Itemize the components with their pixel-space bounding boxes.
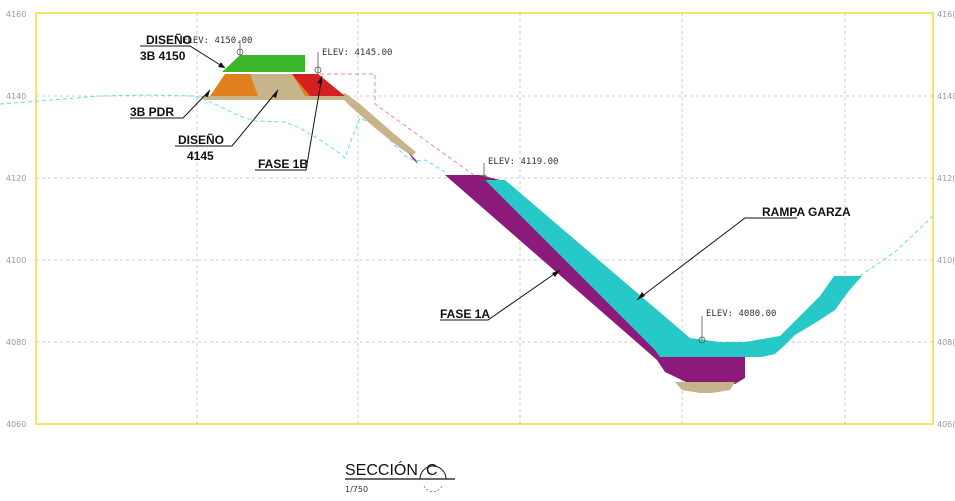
upper-slope-purple-tip <box>408 152 418 164</box>
label-diseno-4145-line1: DISEÑO <box>178 132 224 147</box>
arrowhead-fase-1a <box>552 270 560 277</box>
tick-left-4140: 4140 <box>6 92 26 101</box>
tick-left-4060: 4060 <box>6 420 26 429</box>
callout-line-fase-1b <box>255 75 323 171</box>
upper-slope-band <box>340 93 416 156</box>
red-layer-fase-1b <box>292 74 345 96</box>
arrowhead-diseno-4145 <box>272 90 278 98</box>
bottom-tan-layer <box>675 382 735 393</box>
label-diseno-3b-4150-line1: DISEÑO <box>146 32 192 47</box>
callout-line-diseno-4145 <box>175 89 279 147</box>
phase-outline-line <box>320 73 476 177</box>
tick-right-4100: 410( <box>937 256 955 265</box>
label-rampa-garza: RAMPA GARZA <box>762 205 851 219</box>
tick-left-4080: 4080 <box>6 338 26 347</box>
elev-4145-label: ELEV: 4145.00 <box>322 48 392 58</box>
elev-4080-marker <box>698 336 706 344</box>
tick-right-4120: 412( <box>937 174 955 183</box>
tick-right-4060: 406( <box>937 420 955 429</box>
elev-4145-marker <box>314 66 322 74</box>
callout-line-rampa-garza <box>636 217 797 301</box>
elev-4080-label: ELEV: 4080.00 <box>706 309 776 319</box>
cyan-layer-rampa-garza <box>485 180 862 357</box>
tan-layer-diseno-4145 <box>250 74 305 96</box>
tick-left-4160: 4160 <box>6 10 26 19</box>
tick-left-4100: 4100 <box>6 256 26 265</box>
tick-right-4160: 416( <box>937 10 955 19</box>
section-scale: 1/750 <box>345 485 368 494</box>
callout-line-fase-1a <box>440 269 561 321</box>
callout-line-diseno-3b-4150 <box>140 45 226 69</box>
tick-left-4120: 4120 <box>6 174 26 183</box>
platform-base-layer <box>200 96 350 100</box>
section-callout-circle-top <box>419 465 447 480</box>
purple-layer-fase-1a <box>445 175 745 384</box>
elev-4150-marker <box>236 48 244 56</box>
tick-right-4080: 408( <box>937 338 955 347</box>
arrowhead-diseno-3b-4150 <box>218 62 225 68</box>
arrowhead-rampa-garza <box>637 292 645 300</box>
elev-4119-marker <box>480 174 488 182</box>
elev-4119-label: ELEV: 4119.00 <box>488 157 558 167</box>
arrowhead-3b-pdr <box>204 90 210 97</box>
drawing-frame <box>35 12 934 425</box>
section-letter: C <box>426 462 438 479</box>
green-layer-diseno-3b-4150 <box>222 55 305 72</box>
section-title: SECCIÓN <box>345 460 418 479</box>
original-topography-line <box>0 94 446 173</box>
arrowhead-fase-1b <box>317 76 322 84</box>
label-diseno-3b-4150-line2: 3B 4150 <box>140 49 186 63</box>
label-fase-1a: FASE 1A <box>440 307 490 321</box>
label-diseno-4145-line2: 4145 <box>187 149 214 163</box>
tick-right-4140: 4140 <box>937 92 955 101</box>
label-3b-pdr: 3B PDR <box>130 105 174 119</box>
original-topography-line-right <box>859 213 936 277</box>
label-fase-1b: FASE 1B <box>258 157 308 171</box>
callout-line-3b-pdr <box>130 89 211 119</box>
elev-4150-label: ELEV: 4150.00 <box>182 36 252 46</box>
section-callout-circle-bottom <box>423 485 443 492</box>
